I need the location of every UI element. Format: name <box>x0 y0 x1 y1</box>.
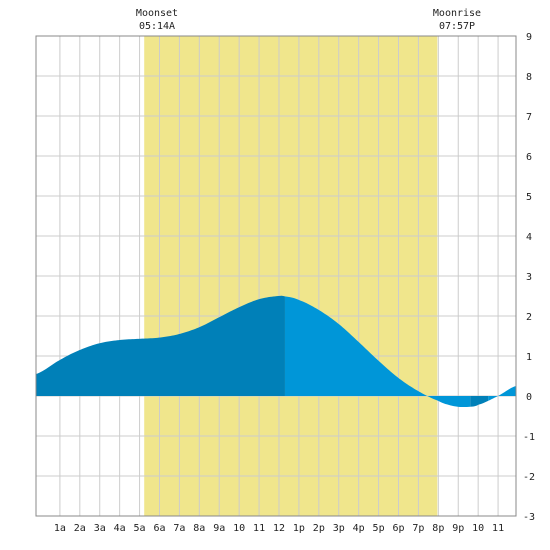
y-axis: 9 8 7 6 5 4 3 2 1 0 -1 -2 -3 <box>523 32 535 523</box>
x-tick-label: 3p <box>333 523 345 534</box>
y-tick-label: -3 <box>523 512 535 523</box>
x-axis: 1a 2a 3a 4a 5a 6a 7a 8a 9a 10 11 12 1p 2p 3p 4p 5p 6p 7p 8p… <box>54 523 504 534</box>
x-tick-label: 7p <box>412 523 424 534</box>
x-tick-label: 6p <box>392 523 404 534</box>
y-tick-label: -1 <box>523 432 535 443</box>
y-tick-label: 5 <box>526 192 532 203</box>
x-tick-label: 10 <box>233 523 245 534</box>
x-tick-label: 2a <box>74 523 86 534</box>
moonrise-label: Moonrise <box>433 8 481 19</box>
y-tick-label: 3 <box>526 272 532 283</box>
x-tick-label: 11 <box>253 523 265 534</box>
y-tick-label: 2 <box>526 312 532 323</box>
moonset-label: Moonset <box>136 8 178 19</box>
x-tick-label: 1p <box>293 523 305 534</box>
y-tick-label: 1 <box>526 352 532 363</box>
x-tick-label: 8p <box>432 523 444 534</box>
x-tick-label: 10 <box>472 523 484 534</box>
moonset-time: 05:14A <box>139 21 175 32</box>
x-tick-label: 3a <box>94 523 106 534</box>
x-tick-label: 5a <box>134 523 146 534</box>
x-tick-label: 11 <box>492 523 504 534</box>
x-tick-label: 6a <box>153 523 165 534</box>
y-tick-label: 8 <box>526 72 532 83</box>
moonrise-time: 07:57P <box>439 21 475 32</box>
x-tick-label: 4p <box>353 523 365 534</box>
y-tick-label: -2 <box>523 472 535 483</box>
plot-border <box>35 35 517 517</box>
x-tick-label: 7a <box>173 523 185 534</box>
y-tick-label: 6 <box>526 152 532 163</box>
x-tick-label: 2p <box>313 523 325 534</box>
x-tick-label: 12 <box>273 523 285 534</box>
y-tick-label: 0 <box>526 392 532 403</box>
x-tick-label: 5p <box>373 523 385 534</box>
y-tick-label: 9 <box>526 32 532 43</box>
tide-area-segment-2 <box>284 296 471 408</box>
x-tick-label: 8a <box>193 523 205 534</box>
y-tick-label: 4 <box>526 232 532 243</box>
x-tick-label: 9p <box>452 523 464 534</box>
y-tick-label: 7 <box>526 112 532 123</box>
tide-area-segment-4 <box>488 386 516 401</box>
x-tick-label: 9a <box>213 523 225 534</box>
tide-area-segment-1 <box>36 295 285 396</box>
tide-area-segment-3 <box>470 396 489 407</box>
x-tick-label: 4a <box>114 523 126 534</box>
tide-layer <box>36 295 516 408</box>
x-tick-label: 1a <box>54 523 66 534</box>
